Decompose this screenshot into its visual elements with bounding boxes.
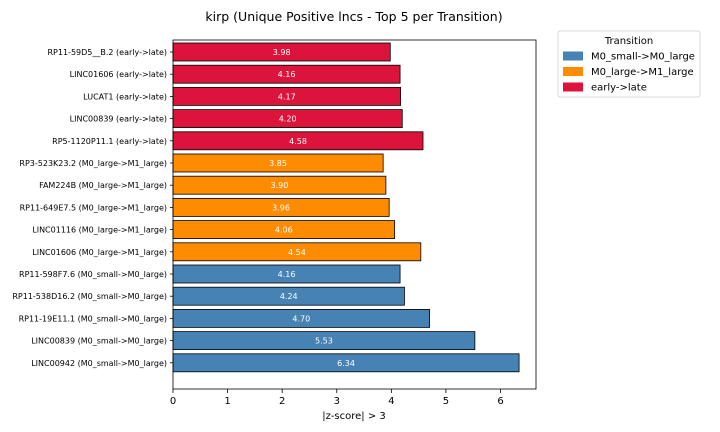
x-axis-ticks: 0 1 2 3 4 5 6 xyxy=(170,389,504,407)
bar-value-label: 3.85 xyxy=(269,159,287,168)
y-tick-label: LINC01606 (early->late) xyxy=(70,70,167,79)
y-tick-label: LUCAT1 (early->late) xyxy=(83,92,167,101)
x-tick-label: 6 xyxy=(497,396,503,407)
y-tick-label: RP11-59D5__B.2 (early->late) xyxy=(48,48,168,57)
x-axis-label: |z-score| > 3 xyxy=(322,411,386,422)
x-tick-label: 3 xyxy=(334,396,340,407)
bar-value-label: 4.24 xyxy=(280,292,298,301)
bar-value-label: 4.16 xyxy=(278,270,296,279)
y-tick-label: LINC00942 (M0_small->M0_large) xyxy=(31,359,167,368)
x-tick-label: 2 xyxy=(279,396,285,407)
legend-swatch xyxy=(563,51,583,61)
legend: Transition M0_small->M0_large M0_large->M… xyxy=(557,30,701,98)
bar-value-label: 3.98 xyxy=(273,48,291,57)
bar-value-label: 4.06 xyxy=(275,226,293,235)
y-tick-label: RP5-1120P11.1 (early->late) xyxy=(52,137,167,146)
bar-value-label: 3.90 xyxy=(271,181,289,190)
y-tick-label: RP11-649E7.5 (M0_large->M1_large) xyxy=(20,203,167,212)
y-tick-label: RP11-598F7.6 (M0_small->M0_large) xyxy=(19,270,167,279)
y-tick-label: LINC00839 (M0_small->M0_large) xyxy=(31,337,167,346)
bar-value-label: 6.34 xyxy=(337,359,355,368)
x-tick-label: 5 xyxy=(443,396,449,407)
x-tick-label: 1 xyxy=(224,396,230,407)
bar-value-label: 4.17 xyxy=(278,92,296,101)
bars-group: 3.98 4.16 4.17 4.20 4.58 3.85 3.90 3.96 4.06 4.54… xyxy=(172,42,520,373)
bar-value-label: 4.70 xyxy=(292,314,310,323)
legend-title: Transition xyxy=(604,36,653,47)
bar-value-label: 4.54 xyxy=(288,248,306,257)
y-tick-label: LINC00839 (early->late) xyxy=(70,115,167,124)
bar-value-label: 4.20 xyxy=(279,115,297,124)
chart-title: kirp (Unique Positive lncs - Top 5 per T… xyxy=(205,9,502,24)
y-tick-label: FAM224B (M0_large->M1_large) xyxy=(39,181,167,190)
plot-frame xyxy=(172,39,537,390)
y-tick-label: LINC01116 (M0_large->M1_large) xyxy=(32,226,167,235)
y-tick-label: RP3-523K23.2 (M0_large->M1_large) xyxy=(19,159,167,168)
legend-entry-label: M0_large->M1_large xyxy=(591,67,694,78)
bar-value-label: 4.16 xyxy=(278,70,296,79)
bar-value-label: 3.96 xyxy=(272,203,290,212)
legend-swatch xyxy=(563,67,583,76)
y-tick-label: LINC01606 (M0_large->M1_large) xyxy=(32,248,167,257)
y-tick-label: RP11-19E11.1 (M0_small->M0_large) xyxy=(19,314,167,323)
legend-box xyxy=(557,30,701,98)
legend-entry-label: early->late xyxy=(591,83,647,94)
y-tick-label: RP11-538D16.2 (M0_small->M0_large) xyxy=(12,292,167,301)
legend-entry-label: M0_small->M0_large xyxy=(591,52,695,63)
legend-entries: M0_small->M0_large M0_large->M1_largeearl… xyxy=(563,51,695,94)
y-tick-labels: RP11-59D5__B.2 (early->late) LINC01606 (e… xyxy=(12,48,173,368)
x-tick-label: 0 xyxy=(170,396,176,407)
bar-value-label: 4.58 xyxy=(289,137,307,146)
legend-swatch xyxy=(563,82,583,92)
x-tick-label: 4 xyxy=(388,396,394,407)
bar-value-label: 5.53 xyxy=(315,337,333,346)
